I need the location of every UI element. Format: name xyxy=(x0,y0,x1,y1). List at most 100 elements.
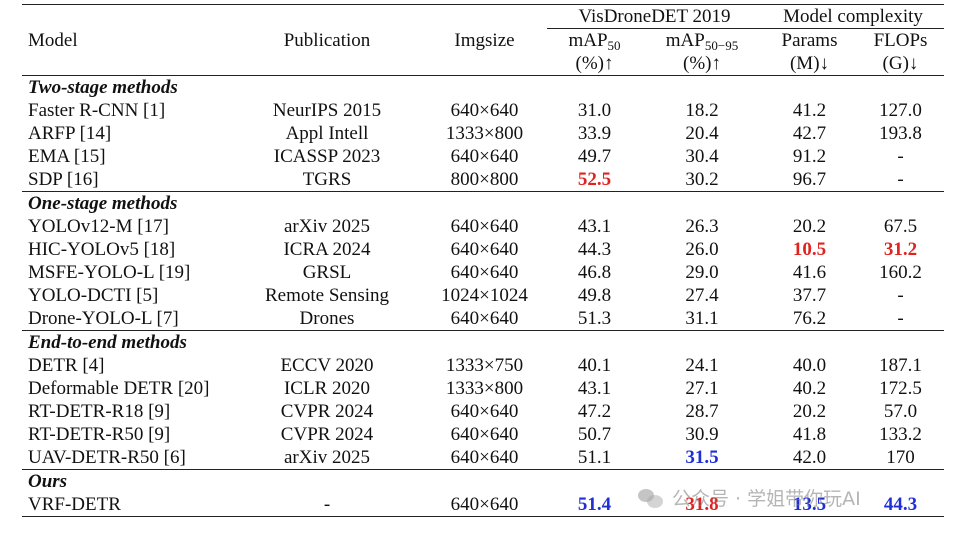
header-imgsize: Imgsize xyxy=(454,29,515,51)
cell-model: EMA [15] xyxy=(28,146,106,167)
cell-pub: Appl Intell xyxy=(285,123,369,144)
cell-map5095: 30.9 xyxy=(685,424,719,445)
table-row: YOLO-DCTI [5] Remote Sensing 1024×1024 49.8… xyxy=(22,284,944,307)
cell-model: RT-DETR-R18 [9] xyxy=(28,401,171,422)
header-complexity: Model complexity xyxy=(762,4,944,29)
cell-map50: 52.5 xyxy=(577,169,612,190)
cell-flops: 172.5 xyxy=(879,378,922,399)
cell-params: 91.2 xyxy=(792,146,827,167)
cell-model: RT-DETR-R50 [9] xyxy=(28,424,171,445)
header-params-unit: (M)↓ xyxy=(789,53,830,74)
cell-model: DETR [4] xyxy=(28,355,105,376)
cell-model: MSFE-YOLO-L [19] xyxy=(28,262,191,283)
cell-model: SDP [16] xyxy=(28,169,99,190)
cell-flops: 133.2 xyxy=(879,424,922,445)
table-row: DETR [4] ECCV 2020 1333×750 40.1 24.1 40.0 187… xyxy=(22,354,944,377)
cell-img: 1024×1024 xyxy=(441,285,528,306)
cell-map50: 33.9 xyxy=(577,123,612,144)
section-title: Two-stage methods xyxy=(22,75,944,99)
cell-map50: 43.1 xyxy=(577,378,612,399)
cell-flops: 187.1 xyxy=(879,355,922,376)
cell-flops: 160.2 xyxy=(879,262,922,283)
cell-model: HIC-YOLOv5 [18] xyxy=(28,239,176,260)
cell-model: UAV-DETR-R50 [6] xyxy=(28,447,186,468)
cell-img: 640×640 xyxy=(450,308,519,329)
cell-map50: 50.7 xyxy=(577,424,612,445)
cell-map50: 51.4 xyxy=(547,493,642,517)
cell-flops: 44.3 xyxy=(857,493,944,517)
table-row: HIC-YOLOv5 [18] ICRA 2024 640×640 44.3 26.0 1… xyxy=(22,238,944,261)
cell-params: 20.2 xyxy=(792,401,827,422)
cell-img: 1333×800 xyxy=(445,123,524,144)
cell-img: 1333×800 xyxy=(445,378,524,399)
cell-img: 640×640 xyxy=(450,447,519,468)
header-map50-label: mAP xyxy=(568,30,608,51)
cell-flops: 57.0 xyxy=(883,401,918,422)
cell-flops: 193.8 xyxy=(879,123,922,144)
cell-img: 1333×750 xyxy=(445,355,524,376)
cell-map5095: 28.7 xyxy=(685,401,719,422)
section-title: Ours xyxy=(22,469,944,493)
header-publication: Publication xyxy=(283,29,371,51)
cell-map5095: 20.4 xyxy=(685,123,719,144)
section-row: Two-stage methods xyxy=(22,75,944,99)
table-row: Faster R-CNN [1] NeurIPS 2015 640×640 31.0 1… xyxy=(22,99,944,122)
cell-map50: 49.8 xyxy=(577,285,612,306)
cell-map50: 43.1 xyxy=(577,216,612,237)
results-table-container: VisDroneDET 2019 Model complexity Model … xyxy=(22,4,944,517)
cell-pub: ECCV 2020 xyxy=(280,355,374,376)
cell-model: YOLO-DCTI [5] xyxy=(28,285,159,306)
cell-img: 800×800 xyxy=(450,169,519,190)
section-row: Ours xyxy=(22,469,944,493)
cell-map5095: 29.0 xyxy=(685,262,719,283)
wechat-icon xyxy=(638,487,664,509)
cell-flops: 31.2 xyxy=(883,239,918,260)
cell-map50: 49.7 xyxy=(577,146,612,167)
cell-params: 96.7 xyxy=(792,169,827,190)
cell-model: Deformable DETR [20] xyxy=(28,378,210,399)
cell-params: 42.0 xyxy=(792,447,827,468)
cell-params: 40.0 xyxy=(792,355,827,376)
table-row: UAV-DETR-R50 [6] arXiv 2025 640×640 51.1 31.… xyxy=(22,446,944,470)
header-map50: mAP50 xyxy=(547,29,642,52)
cell-map50: 44.3 xyxy=(577,239,612,260)
table-row: SDP [16] TGRS 800×800 52.5 30.2 96.7 - xyxy=(22,168,944,192)
header-map5095: mAP50−95 xyxy=(642,29,762,53)
cell-img: 640×640 xyxy=(422,493,547,517)
cell-flops: - xyxy=(897,308,904,329)
cell-pub: TGRS xyxy=(302,169,352,190)
cell-params: 41.2 xyxy=(792,100,827,121)
section-row: End-to-end methods xyxy=(22,330,944,354)
cell-pub: GRSL xyxy=(302,262,352,283)
cell-map50: 40.1 xyxy=(577,355,612,376)
cell-map5095: 27.1 xyxy=(685,378,719,399)
header-map5095-sub: 50−95 xyxy=(704,38,739,53)
cell-params: 40.2 xyxy=(792,378,827,399)
cell-map5095: 26.3 xyxy=(685,216,719,237)
table-row: MSFE-YOLO-L [19] GRSL 640×640 46.8 29.0 41.6 1… xyxy=(22,261,944,284)
cell-map5095: 24.1 xyxy=(685,355,719,376)
cell-map50: 46.8 xyxy=(577,262,612,283)
header-map50-unit: (%)↑ xyxy=(575,53,614,74)
table-row: VRF-DETR -640×640 51.4 31.8 13.5 44.3 xyxy=(22,493,944,517)
cell-flops: - xyxy=(897,169,904,190)
table-row: Deformable DETR [20] ICLR 2020 1333×800 43.… xyxy=(22,377,944,400)
cell-params: 76.2 xyxy=(792,308,827,329)
cell-model: Drone-YOLO-L [7] xyxy=(28,308,179,329)
cell-map50: 31.0 xyxy=(577,100,612,121)
header-row-3: (%)↑ (%)↑ (M)↓ (G)↓ xyxy=(22,52,944,76)
table-body: Two-stage methods Faster R-CNN [1] NeurIPS… xyxy=(22,75,944,517)
cell-img: 640×640 xyxy=(450,262,519,283)
cell-img: 640×640 xyxy=(450,216,519,237)
cell-img: 640×640 xyxy=(450,146,519,167)
cell-pub: Remote Sensing xyxy=(264,285,390,306)
cell-img: 640×640 xyxy=(450,239,519,260)
cell-map50: 51.1 xyxy=(577,447,612,468)
header-model: Model xyxy=(28,29,78,51)
cell-map5095: 18.2 xyxy=(685,100,719,121)
cell-params: 10.5 xyxy=(792,239,827,260)
table-row: EMA [15] ICASSP 2023 640×640 49.7 30.4 91.2 - xyxy=(22,145,944,168)
cell-pub: - xyxy=(232,493,422,517)
cell-pub: ICLR 2020 xyxy=(283,378,371,399)
cell-model: ARFP [14] xyxy=(28,123,112,144)
